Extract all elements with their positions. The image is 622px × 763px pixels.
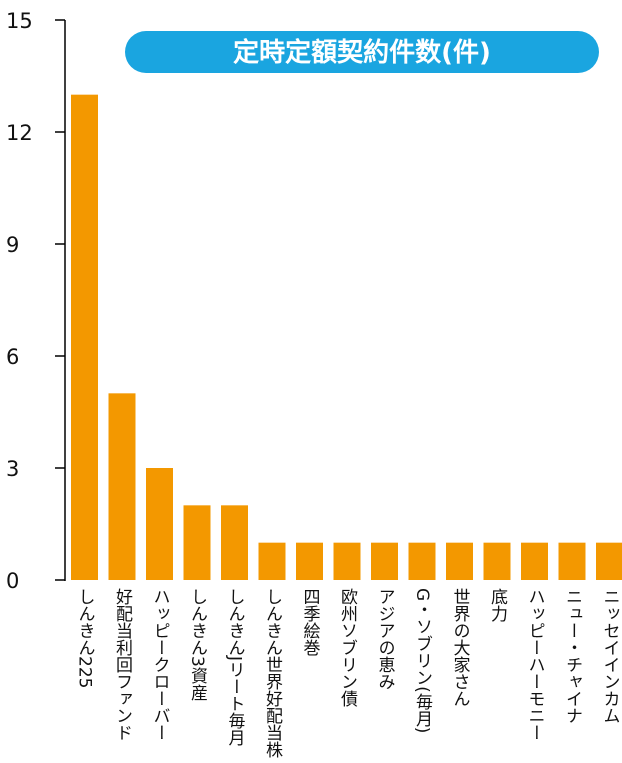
category-label: しんきん3資産: [187, 588, 208, 701]
bar: [408, 542, 436, 580]
category-label: ニッセイインカム: [600, 588, 620, 724]
y-tick-label: 12: [6, 121, 33, 145]
bar: [108, 393, 136, 580]
bar: [258, 542, 286, 580]
y-tick-label: 6: [6, 345, 19, 369]
category-label: G・ソブリン(毎月): [412, 588, 433, 733]
y-tick-label: 0: [6, 569, 19, 593]
bar: [446, 542, 473, 580]
bar: [183, 505, 211, 580]
bar: [146, 468, 173, 580]
bar: [371, 542, 398, 580]
category-label: しんきん225: [75, 588, 95, 688]
category-labels: しんきん225 好配当利回ファンド ハッピークローバー しんきん3資産 しんきんJリート…: [75, 588, 620, 758]
bar: [71, 94, 98, 581]
y-tick-label: 9: [6, 233, 19, 257]
category-label: ニュー・チャイナ: [562, 588, 582, 724]
category-label: しんきん世界好配当株: [262, 588, 283, 758]
chart-title-background: [125, 31, 599, 73]
bars: [71, 94, 622, 581]
category-label: 好配当利回ファンド: [112, 588, 133, 741]
bar: [483, 542, 511, 580]
y-tick-label: 3: [6, 457, 19, 481]
category-label: しんきんJリート毎月: [225, 588, 246, 746]
category-label: 欧州ソブリン債: [337, 588, 358, 707]
chart-title: 定時定額契約件数(件): [233, 37, 491, 68]
category-label: ハッピークローバー: [150, 588, 170, 741]
bar: [558, 542, 586, 580]
chart-title-badge: 定時定額契約件数(件): [125, 31, 599, 73]
y-axis-ticks: 0 3 6 9 12 15: [6, 9, 65, 593]
bar: [333, 542, 361, 580]
bar: [596, 542, 622, 580]
category-label: ハッピーハーモニー: [525, 588, 545, 741]
category-label: 四季絵巻: [300, 588, 321, 656]
y-tick-label: 15: [6, 9, 33, 33]
category-label: 世界の大家さん: [450, 588, 471, 707]
bar: [296, 542, 323, 580]
bar: [521, 542, 548, 580]
category-label: アジアの恵み: [375, 588, 396, 690]
category-label: 底力: [487, 588, 508, 622]
bar: [221, 505, 248, 580]
